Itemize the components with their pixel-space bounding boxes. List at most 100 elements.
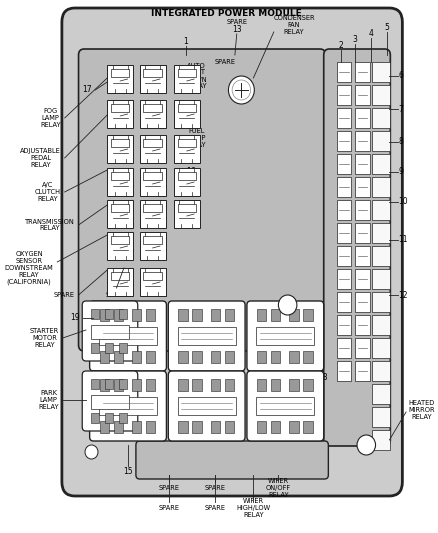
FancyBboxPatch shape xyxy=(90,301,166,371)
Bar xyxy=(225,309,234,321)
Bar xyxy=(192,351,201,363)
Bar xyxy=(174,200,200,228)
Text: FUEL
PUMP
RELAY: FUEL PUMP RELAY xyxy=(186,128,206,148)
Bar xyxy=(177,327,236,345)
Bar xyxy=(132,309,141,321)
Circle shape xyxy=(232,80,251,100)
Bar xyxy=(177,104,196,112)
Bar xyxy=(107,168,133,196)
Bar xyxy=(192,421,201,433)
Bar xyxy=(146,309,155,321)
Bar xyxy=(177,139,196,147)
Bar xyxy=(132,421,141,433)
Text: AUTO
SHUT
DOWN
RELAY: AUTO SHUT DOWN RELAY xyxy=(186,62,208,90)
Text: 15: 15 xyxy=(123,467,132,477)
Text: SPARE: SPARE xyxy=(205,505,226,511)
Text: INTEGRATED POWER MODULE: INTEGRATED POWER MODULE xyxy=(151,10,302,19)
Text: 18: 18 xyxy=(318,374,328,383)
Bar xyxy=(91,395,129,409)
FancyBboxPatch shape xyxy=(82,301,138,361)
Bar xyxy=(111,139,129,147)
Bar xyxy=(304,351,313,363)
Text: SPARE: SPARE xyxy=(106,292,127,298)
Text: 2: 2 xyxy=(339,42,344,51)
Bar xyxy=(107,135,133,163)
Bar xyxy=(143,236,162,244)
Text: 7: 7 xyxy=(399,104,403,114)
Bar xyxy=(225,421,234,433)
Bar xyxy=(337,292,351,312)
Bar xyxy=(140,135,166,163)
Bar xyxy=(290,379,299,391)
Bar xyxy=(143,104,162,112)
Bar xyxy=(92,309,99,319)
FancyBboxPatch shape xyxy=(82,371,138,431)
Bar xyxy=(372,338,390,358)
Bar xyxy=(111,236,129,244)
Bar xyxy=(107,100,133,128)
Text: SPARE: SPARE xyxy=(159,505,180,511)
Bar xyxy=(355,85,370,105)
Text: 4: 4 xyxy=(368,29,373,38)
Bar xyxy=(337,246,351,266)
Bar xyxy=(337,338,351,358)
Text: 10: 10 xyxy=(399,198,408,206)
Bar xyxy=(337,85,351,105)
FancyBboxPatch shape xyxy=(324,49,390,446)
Bar xyxy=(337,315,351,335)
Bar xyxy=(337,131,351,151)
Bar xyxy=(355,108,370,128)
Text: 19: 19 xyxy=(70,313,79,322)
Bar xyxy=(143,204,162,212)
Bar xyxy=(107,65,133,93)
Bar xyxy=(337,177,351,197)
Bar xyxy=(192,309,201,321)
Bar xyxy=(355,177,370,197)
Bar xyxy=(304,421,313,433)
Bar xyxy=(290,351,299,363)
FancyBboxPatch shape xyxy=(247,371,324,441)
Bar xyxy=(177,172,196,180)
Text: 1: 1 xyxy=(184,37,188,46)
Bar xyxy=(372,154,390,174)
Bar xyxy=(257,421,266,433)
Text: CONDENSER
FAN
RELAY: CONDENSER FAN RELAY xyxy=(273,15,315,35)
Bar xyxy=(178,351,188,363)
Bar xyxy=(111,272,129,280)
Bar xyxy=(99,397,157,415)
Bar xyxy=(337,200,351,220)
Bar xyxy=(114,379,123,391)
Bar xyxy=(192,379,201,391)
Text: SPARE: SPARE xyxy=(226,19,247,25)
Bar xyxy=(143,272,162,280)
Bar xyxy=(143,69,162,77)
Bar xyxy=(177,397,236,415)
Bar xyxy=(140,168,166,196)
Bar xyxy=(140,200,166,228)
Bar xyxy=(355,338,370,358)
Bar xyxy=(119,343,127,353)
Bar xyxy=(119,309,127,319)
Bar xyxy=(111,204,129,212)
Bar xyxy=(271,309,280,321)
Bar xyxy=(257,309,266,321)
FancyBboxPatch shape xyxy=(168,371,245,441)
Bar xyxy=(290,421,299,433)
Bar xyxy=(271,421,280,433)
Bar xyxy=(337,108,351,128)
Bar xyxy=(146,379,155,391)
Bar xyxy=(92,379,99,389)
Bar xyxy=(211,351,220,363)
Text: HEATED
MIRROR
RELAY: HEATED MIRROR RELAY xyxy=(408,400,434,420)
Bar xyxy=(256,397,314,415)
Bar xyxy=(106,413,113,423)
Bar xyxy=(107,200,133,228)
Text: 6: 6 xyxy=(399,71,403,80)
Bar xyxy=(178,379,188,391)
Bar xyxy=(99,327,157,345)
Bar xyxy=(372,177,390,197)
Bar xyxy=(372,292,390,312)
Bar xyxy=(304,379,313,391)
Bar xyxy=(119,413,127,423)
Bar xyxy=(372,361,390,381)
